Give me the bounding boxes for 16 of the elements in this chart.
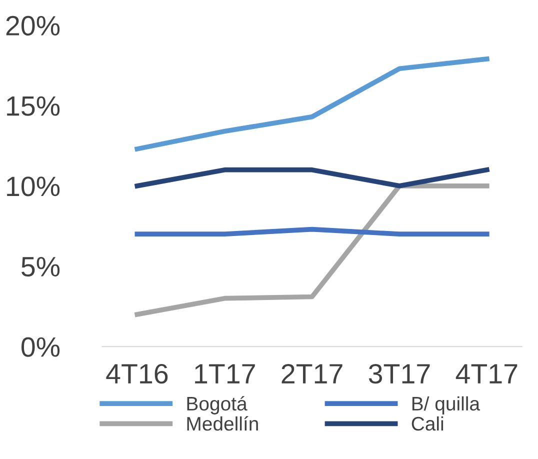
x-tick-label: 2T17 bbox=[282, 364, 342, 384]
x-tick-label: 4T16 bbox=[106, 364, 168, 384]
line-series bbox=[134, 183, 490, 317]
x-tick-label: 1T17 bbox=[195, 364, 255, 384]
x-tick-label: 4T17 bbox=[456, 364, 518, 384]
legend-label: Cali bbox=[412, 416, 444, 431]
line-series bbox=[134, 56, 490, 152]
y-tick-label: 0% bbox=[21, 337, 60, 357]
legend-label: Bogotá bbox=[187, 396, 248, 414]
x-tick-label: 3T17 bbox=[368, 364, 430, 384]
y-tick-label: 15% bbox=[7, 96, 60, 116]
y-tick-label: 20% bbox=[6, 16, 60, 36]
legend-label: B/ quilla bbox=[412, 396, 480, 414]
y-tick-label: 5% bbox=[22, 257, 60, 277]
y-tick-label: 10% bbox=[7, 176, 60, 196]
legend-label: Medellín bbox=[187, 416, 258, 431]
